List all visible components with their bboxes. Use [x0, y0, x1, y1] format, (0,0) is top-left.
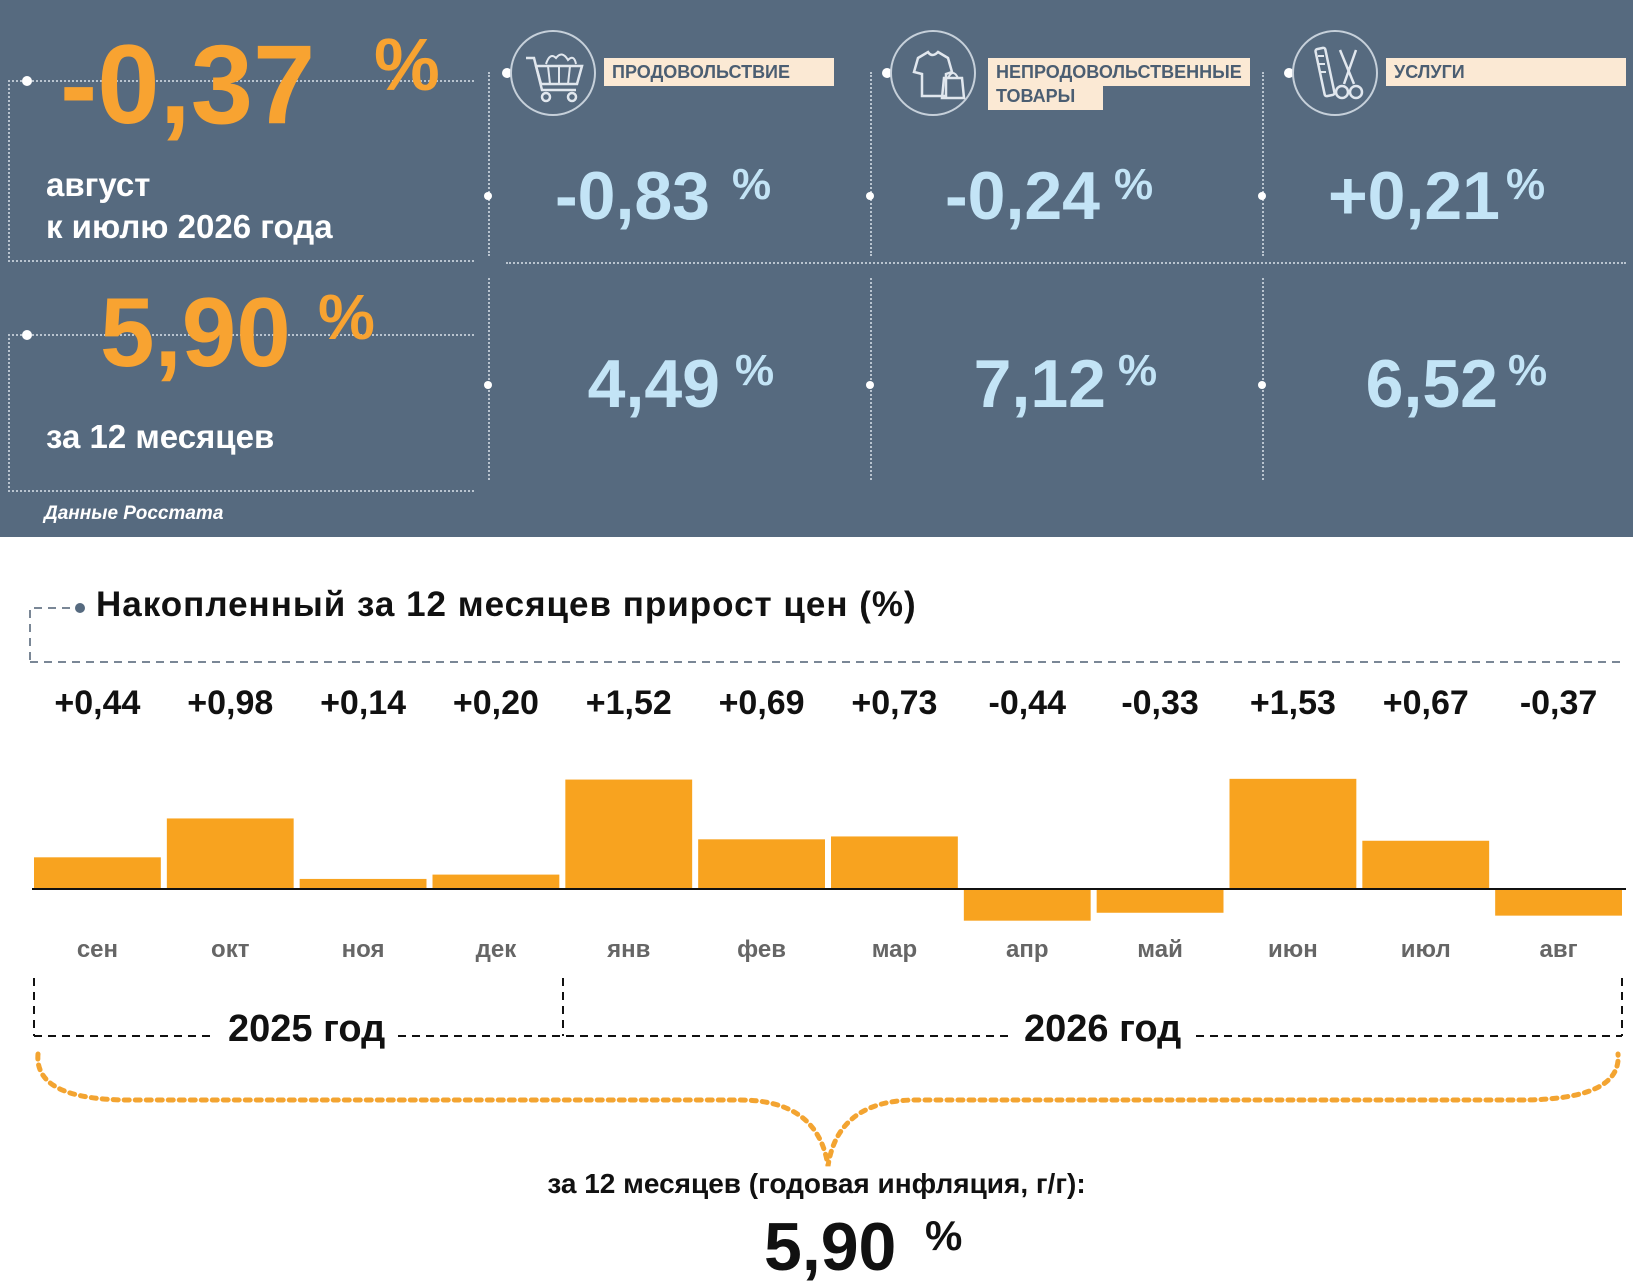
nonfood-yearly-unit: % [1118, 346, 1158, 395]
column-divider [488, 278, 490, 480]
data-label-авг: -0,37 [1520, 684, 1598, 722]
column-marker [1258, 381, 1266, 389]
bar-дек [432, 874, 560, 889]
column-marker [866, 192, 874, 200]
data-label-сен: +0,44 [54, 684, 140, 722]
food-yearly-value: 4,49 [587, 346, 720, 422]
category-label-июл: июл [1401, 936, 1451, 963]
bar-янв [565, 779, 693, 889]
data-label-фев: +0,69 [719, 684, 805, 722]
column-divider [870, 278, 872, 480]
food-monthly-unit: % [732, 160, 772, 209]
row-divider [506, 262, 1626, 264]
monthly-period-line2: к июлю 2026 года [46, 208, 333, 245]
category-label-янв: янв [606, 936, 650, 963]
summary-panel: -0,37 % август к июлю 2026 года 5,90 % з… [0, 0, 1633, 537]
comb-scissors-icon [1292, 30, 1378, 116]
yearly-value: 5,90 [100, 277, 291, 387]
data-label-янв: +1,52 [586, 684, 672, 722]
annual-inflation-caption: за 12 месяцев (годовая инфляция, г/г): [547, 1168, 1086, 1199]
source-note: Данные Росстата [44, 503, 224, 524]
clothing-bag-icon [890, 30, 976, 116]
data-label-мар: +0,73 [851, 684, 937, 722]
data-label-окт: +0,98 [187, 684, 273, 722]
data-label-ноя: +0,14 [320, 684, 406, 722]
monthly-marker [22, 76, 32, 86]
category-label-food: ПРОДОВОЛЬСТВИЕ [604, 58, 834, 86]
column-marker [866, 381, 874, 389]
nonfood-monthly-unit: % [1114, 160, 1154, 209]
header-marker [1284, 68, 1294, 78]
yearly-bracket [8, 334, 474, 492]
food-monthly-value: -0,83 [555, 158, 710, 234]
monthly-period-line1: август [46, 166, 151, 203]
category-label-сен: сен [77, 936, 118, 963]
shopping-cart-icon [510, 30, 596, 116]
monthly-bracket [8, 80, 474, 262]
category-label-окт: окт [211, 936, 250, 963]
data-label-июн: +1,53 [1250, 684, 1336, 722]
column-divider [1262, 72, 1264, 256]
column-marker [484, 381, 492, 389]
yearly-marker [22, 330, 32, 340]
yearly-unit: % [318, 281, 375, 353]
bar-chart: +0,44 сен +0,98 окт +0,14 ноя +0,20 дек +1,52 янв… [32, 684, 1626, 963]
yearly-period: за 12 месяцев [46, 418, 275, 455]
bar-окт [166, 818, 294, 889]
header-marker [882, 68, 892, 78]
category-label-июн: июн [1268, 936, 1318, 963]
services-monthly-unit: % [1506, 160, 1546, 209]
data-label-апр: -0,44 [989, 684, 1067, 722]
bar-ноя [299, 878, 427, 889]
header-marker [502, 68, 512, 78]
category-label-апр: апр [1006, 936, 1049, 963]
year-label-2025: 2025 год [216, 1008, 398, 1051]
bar-май [1096, 889, 1224, 913]
bar-мар [831, 836, 958, 889]
data-label-июл: +0,67 [1383, 684, 1469, 722]
food-yearly-unit: % [735, 346, 775, 395]
bar-сен [34, 857, 161, 889]
column-marker [1258, 192, 1266, 200]
category-label-nonfood-line2: ТОВАРЫ [988, 82, 1104, 110]
bar-авг [1495, 889, 1622, 916]
column-marker [484, 192, 492, 200]
annual-inflation-unit: % [925, 1212, 963, 1259]
column-divider [1262, 278, 1264, 480]
column-divider [870, 72, 872, 256]
category-label-ноя: ноя [342, 936, 385, 963]
category-label-май: май [1137, 936, 1183, 963]
category-label-мар: мар [872, 936, 917, 963]
data-label-дек: +0,20 [453, 684, 539, 722]
monthly-value: -0,37 [60, 22, 316, 147]
chart-title: Накопленный за 12 месяцев прирост цен (%… [96, 585, 917, 624]
column-divider [488, 72, 490, 256]
category-label-авг: авг [1540, 936, 1578, 963]
chart-title-bracket [29, 603, 1626, 663]
bar-июн [1229, 778, 1357, 889]
services-yearly-unit: % [1508, 346, 1548, 395]
services-monthly-value: +0,21 [1327, 158, 1500, 234]
data-label-май: -0,33 [1121, 684, 1199, 722]
bar-июл [1362, 840, 1490, 889]
monthly-unit: % [374, 23, 440, 106]
category-label-nonfood-line1: НЕПРОДОВОЛЬСТВЕННЫЕ [988, 58, 1250, 86]
category-label-дек: дек [476, 936, 518, 963]
year-label-2026: 2026 год [1012, 1008, 1194, 1051]
bar-фев [698, 839, 825, 889]
services-yearly-value: 6,52 [1365, 346, 1498, 422]
category-label-фев: фев [737, 936, 786, 963]
nonfood-yearly-value: 7,12 [973, 346, 1106, 422]
bar-апр [963, 889, 1091, 921]
nonfood-monthly-value: -0,24 [945, 158, 1100, 234]
category-label-services: УСЛУГИ [1386, 58, 1626, 86]
year-grouping [33, 978, 1623, 1167]
annual-inflation-value: 5,90 [764, 1209, 897, 1285]
